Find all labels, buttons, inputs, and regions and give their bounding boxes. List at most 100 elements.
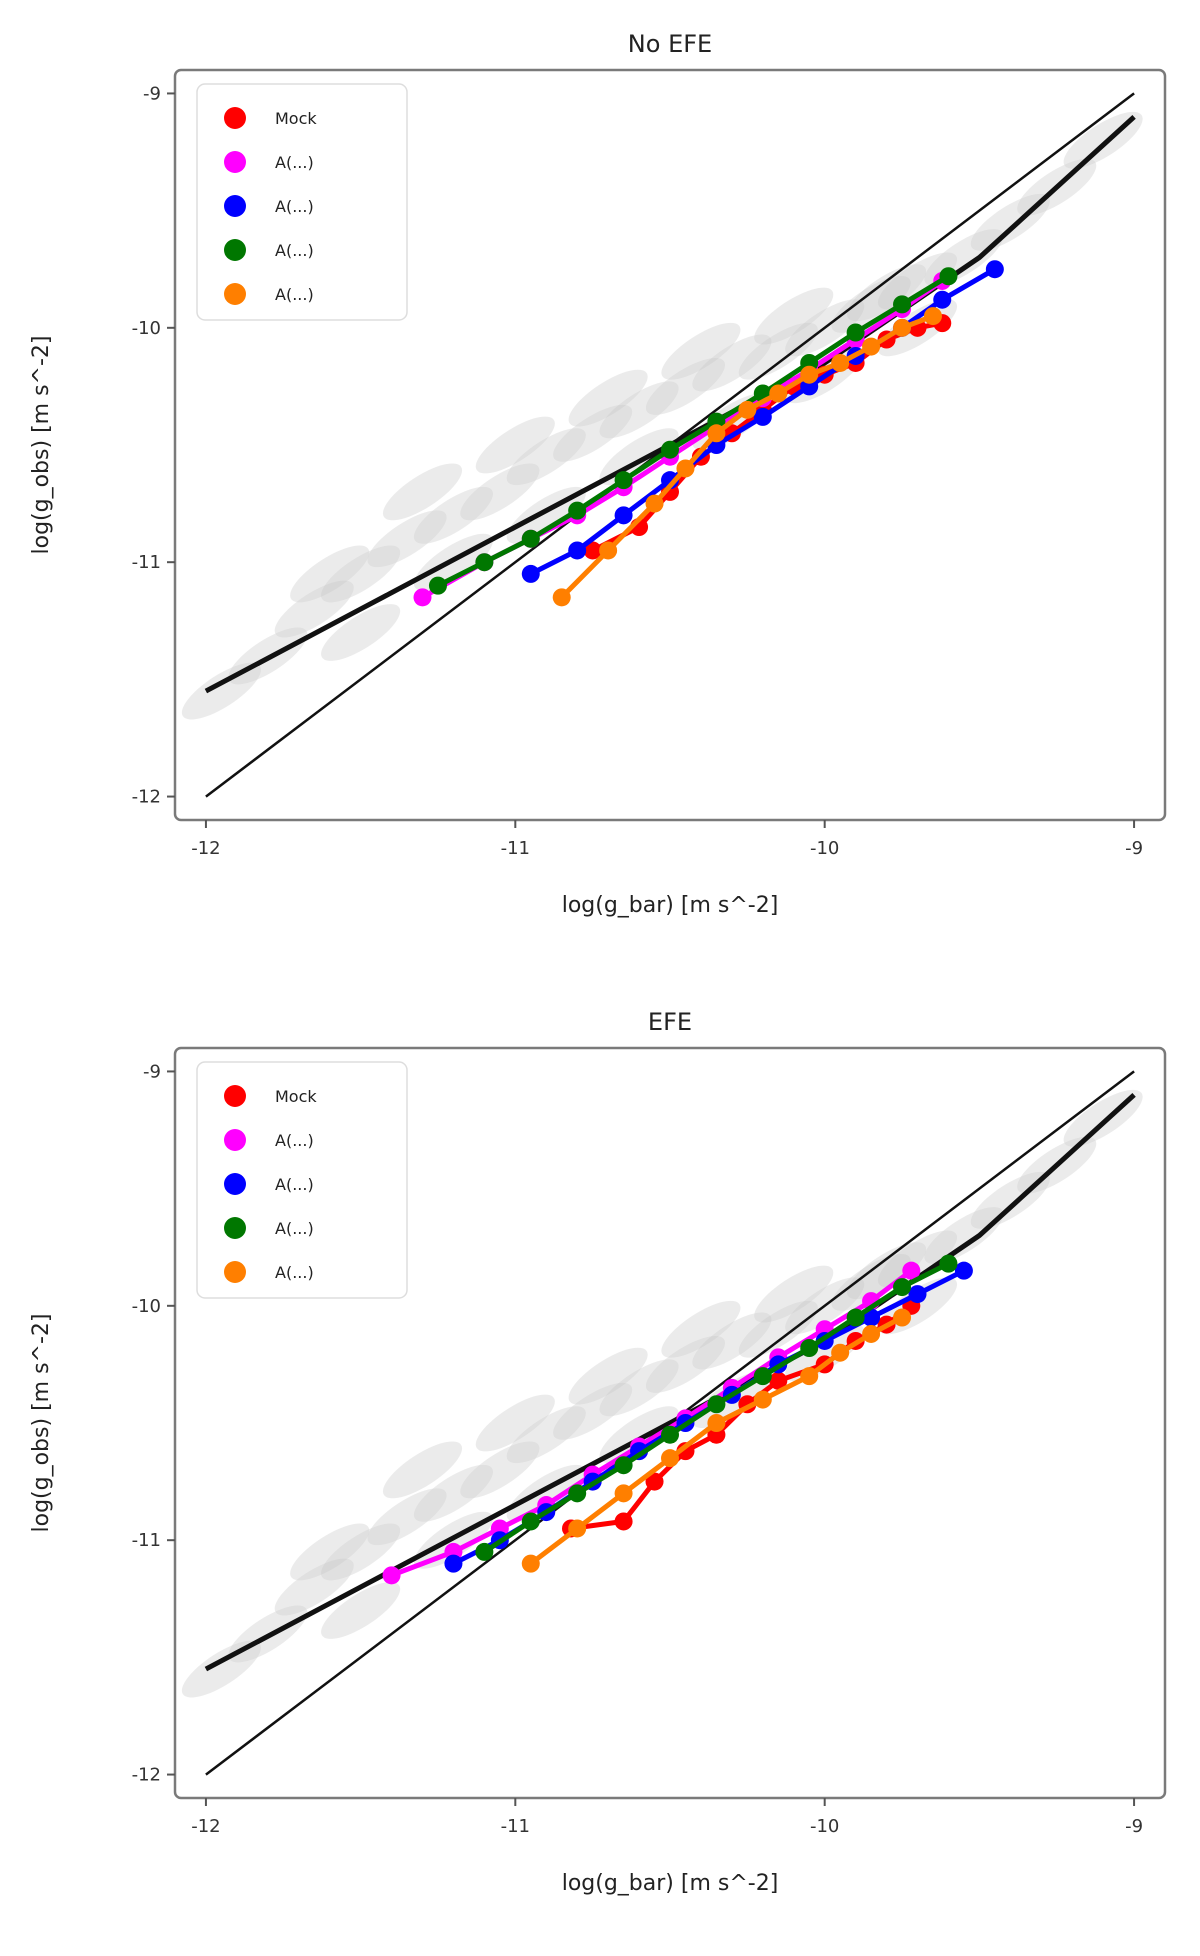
x-axis-label: log(g_bar) [m s^-2] xyxy=(562,1871,779,1896)
series-point xyxy=(923,307,942,326)
panel-efe: EFE -12 -11 -10 -9 -12 -11 -10 -9 log(g_bar) [m s… xyxy=(29,1008,1167,1896)
series-point xyxy=(831,1343,850,1362)
legend-label: Mock xyxy=(275,109,317,128)
density-blob xyxy=(382,1441,463,1499)
series-point xyxy=(846,1308,865,1327)
density-blob xyxy=(738,322,818,380)
series-point xyxy=(614,471,633,490)
y-tick-label: -12 xyxy=(132,1765,161,1786)
legend-marker xyxy=(224,195,246,217)
density-blob xyxy=(831,1253,911,1311)
legend-label: Mock xyxy=(275,1087,317,1106)
density-blob xyxy=(460,463,540,521)
x-tick-label: -12 xyxy=(191,1816,220,1837)
density-blob xyxy=(553,404,633,462)
series-point xyxy=(521,1554,540,1573)
density-blob xyxy=(321,1523,401,1581)
series-point xyxy=(908,1285,927,1304)
density-blob xyxy=(553,1382,633,1440)
density-blob xyxy=(290,545,370,603)
legend-marker xyxy=(224,283,246,305)
density-blob xyxy=(506,428,586,486)
density-blob xyxy=(877,1230,958,1288)
series-point xyxy=(583,541,602,560)
legend-box xyxy=(196,1061,408,1299)
series-point xyxy=(614,506,633,525)
series-point xyxy=(707,1414,726,1432)
density-cloud xyxy=(181,111,1143,720)
legend-label: A(...) xyxy=(275,1219,314,1238)
y-tick-label: -11 xyxy=(132,1530,161,1551)
legend-label: A(...) xyxy=(275,197,314,216)
chart-title: EFE xyxy=(648,1008,692,1036)
series-point xyxy=(676,459,695,478)
legend: Mock A(...) A(...) A(...) A(...) xyxy=(196,83,408,321)
series-point xyxy=(985,260,1004,279)
series-point xyxy=(444,1554,463,1573)
legend-label: A(...) xyxy=(275,1175,314,1194)
legend-label: A(...) xyxy=(275,1263,314,1282)
series-point xyxy=(599,541,618,560)
series-point xyxy=(568,541,587,560)
density-blob xyxy=(290,1523,370,1581)
series-point xyxy=(954,1261,973,1280)
series-point xyxy=(846,323,865,342)
density-blob xyxy=(568,369,648,427)
density-blob xyxy=(661,1300,741,1358)
series-point xyxy=(614,1484,633,1503)
series-point xyxy=(382,1566,401,1585)
series-point xyxy=(902,1261,921,1280)
density-blob xyxy=(274,1558,354,1616)
x-tick-label: -9 xyxy=(1125,1816,1143,1837)
density-blob xyxy=(877,252,958,310)
chart-title: No EFE xyxy=(628,30,712,58)
density-blob xyxy=(475,1394,555,1452)
density-blob xyxy=(367,1488,447,1546)
series-point xyxy=(661,1449,679,1468)
series-point xyxy=(475,1542,494,1561)
series-point xyxy=(521,529,540,548)
series-point xyxy=(661,1425,679,1444)
legend-marker xyxy=(224,151,246,173)
density-blob xyxy=(321,604,401,661)
series-point xyxy=(939,267,958,286)
series-point xyxy=(707,1395,726,1414)
density-blob xyxy=(645,357,726,415)
density-blob xyxy=(181,662,261,720)
series-point xyxy=(661,440,679,459)
density-blob xyxy=(568,1347,648,1405)
series-point xyxy=(645,494,664,513)
density-blob xyxy=(599,381,679,439)
series-point xyxy=(521,564,540,583)
density-blob xyxy=(692,1312,772,1370)
series-point xyxy=(614,1512,633,1531)
series-line xyxy=(529,1315,904,1566)
legend-label: A(...) xyxy=(275,241,314,260)
density-blob xyxy=(738,1300,818,1358)
series-point xyxy=(893,1278,912,1297)
x-tick-label: -12 xyxy=(191,838,220,859)
series-point xyxy=(707,424,726,443)
series-point xyxy=(862,1324,881,1343)
legend-box xyxy=(196,83,408,321)
series-4 xyxy=(521,1308,912,1573)
density-blob xyxy=(413,486,493,544)
legend-marker xyxy=(224,239,246,261)
density-blob xyxy=(645,1335,726,1393)
y-tick-label: -9 xyxy=(143,83,161,104)
series-point xyxy=(645,1472,664,1491)
series-point xyxy=(800,365,819,384)
series-point xyxy=(893,1308,912,1327)
legend-marker xyxy=(224,1217,246,1239)
density-blob xyxy=(181,1640,261,1698)
x-tick-label: -10 xyxy=(810,838,839,859)
density-blob xyxy=(754,1265,834,1323)
series-point xyxy=(769,1371,788,1390)
y-tick-label: -10 xyxy=(132,318,161,339)
y-tick-label: -10 xyxy=(132,1296,161,1317)
density-blob xyxy=(661,322,741,380)
density-blob xyxy=(506,1406,586,1464)
density-blob xyxy=(460,1441,540,1499)
legend-marker xyxy=(224,1129,246,1151)
y-axis-label: log(g_obs) [m s^-2] xyxy=(29,1314,54,1533)
